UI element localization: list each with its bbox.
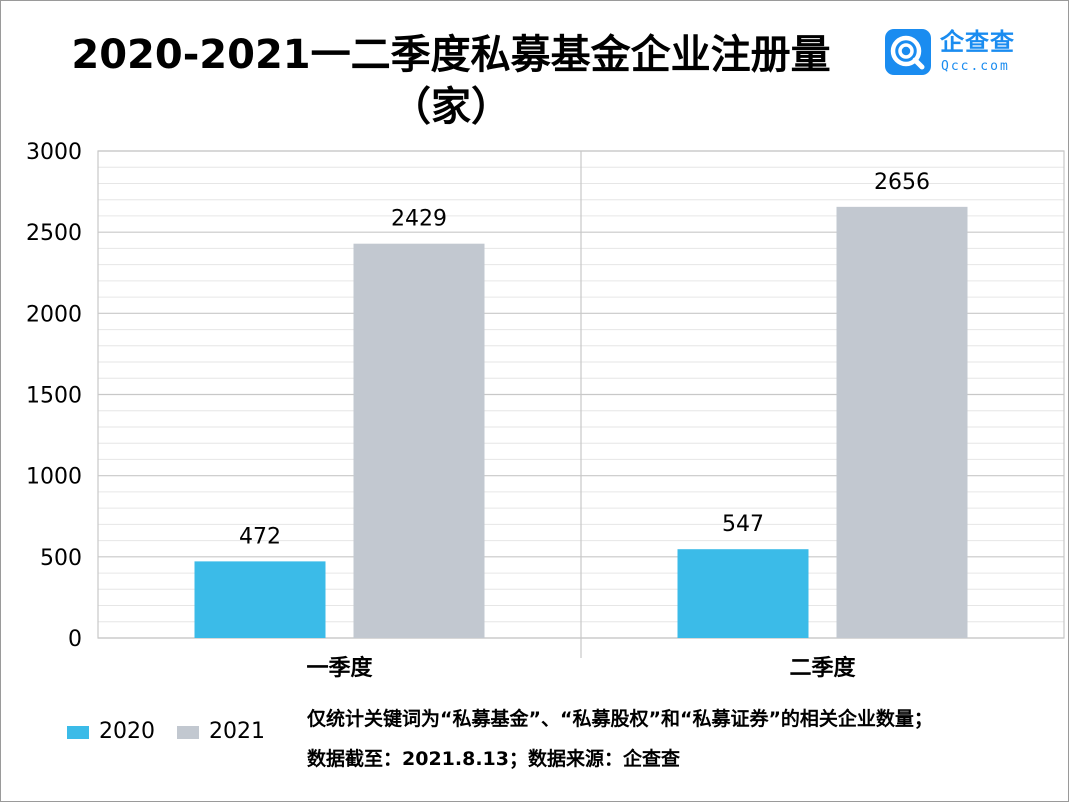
legend-label-2021: 2021 [209,719,265,744]
bar-2020-2 [677,549,809,638]
y-tick-label: 0 [68,627,82,652]
data-label: 472 [239,524,281,549]
qcc-logo-icon [885,29,931,75]
chart-title: 2020-2021一二季度私募基金企业注册量 （家） [41,29,861,133]
y-tick-label: 1000 [26,465,82,490]
logo-name-cn: 企查查 [940,28,1015,56]
qcc-logo: 企查查 Qcc.com [885,28,1045,79]
data-label: 2656 [874,170,930,195]
chart-title-line1: 2020-2021一二季度私募基金企业注册量 [71,32,831,78]
logo-name-en: Qcc.com [941,59,1010,74]
x-tick-label: 一季度 [306,655,373,681]
data-label: 2429 [391,207,447,232]
legend-swatch-2021 [177,726,199,739]
legend-label-2020: 2020 [99,719,155,744]
bar-2021-1 [353,243,485,639]
data-label: 547 [722,512,764,537]
y-tick-label: 1500 [26,384,82,409]
note-source: 数据截至：2021.8.13；数据来源：企查查 [307,748,680,770]
legend-swatch-2020 [67,726,89,739]
note-keywords: 仅统计关键词为“私募基金”、“私募股权”和“私募证券”的相关企业数量； [307,708,933,730]
y-tick-label: 2500 [26,221,82,246]
y-tick-label: 500 [40,546,82,571]
y-tick-label: 2000 [26,302,82,327]
bar-2021-2 [836,206,968,639]
x-tick-label: 二季度 [789,655,856,681]
chart-title-line2: （家） [391,84,511,130]
y-tick-label: 3000 [26,140,82,165]
bar-2020-1 [194,561,326,638]
